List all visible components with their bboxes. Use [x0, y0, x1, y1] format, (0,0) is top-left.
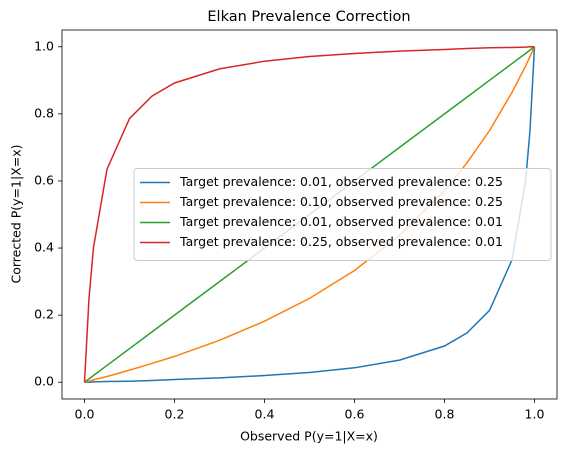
x-tick-label: 1.0	[525, 407, 545, 422]
y-axis-label: Corrected P(y=1|X=x)	[9, 145, 24, 284]
y-tick-label: 0.4	[34, 240, 54, 255]
legend-box	[133, 168, 552, 261]
x-axis-label: Observed P(y=1|X=x)	[240, 429, 378, 444]
y-tick-label: 0.2	[34, 307, 54, 322]
legend-label: Target prevalence: 0.01, observed preval…	[179, 174, 503, 189]
x-tick-label: 0.0	[75, 407, 95, 422]
y-tick-label: 0.6	[34, 172, 54, 187]
y-tick-label: 1.0	[34, 38, 54, 53]
legend-label: Target prevalence: 0.01, observed preval…	[179, 214, 503, 229]
x-tick-label: 0.6	[345, 407, 365, 422]
x-tick-label: 0.8	[435, 407, 455, 422]
chart-title: Elkan Prevalence Correction	[207, 9, 410, 25]
series-line	[83, 46, 535, 383]
series-line	[84, 46, 536, 383]
legend-label: Target prevalence: 0.25, observed preval…	[179, 234, 503, 249]
x-tick-label: 0.2	[165, 407, 185, 422]
legend-label: Target prevalence: 0.10, observed preval…	[179, 194, 503, 209]
y-tick-label: 0.8	[34, 105, 54, 120]
x-tick-label: 0.4	[255, 407, 275, 422]
axes-frame	[61, 29, 558, 400]
y-tick-label: 0.0	[34, 374, 54, 389]
